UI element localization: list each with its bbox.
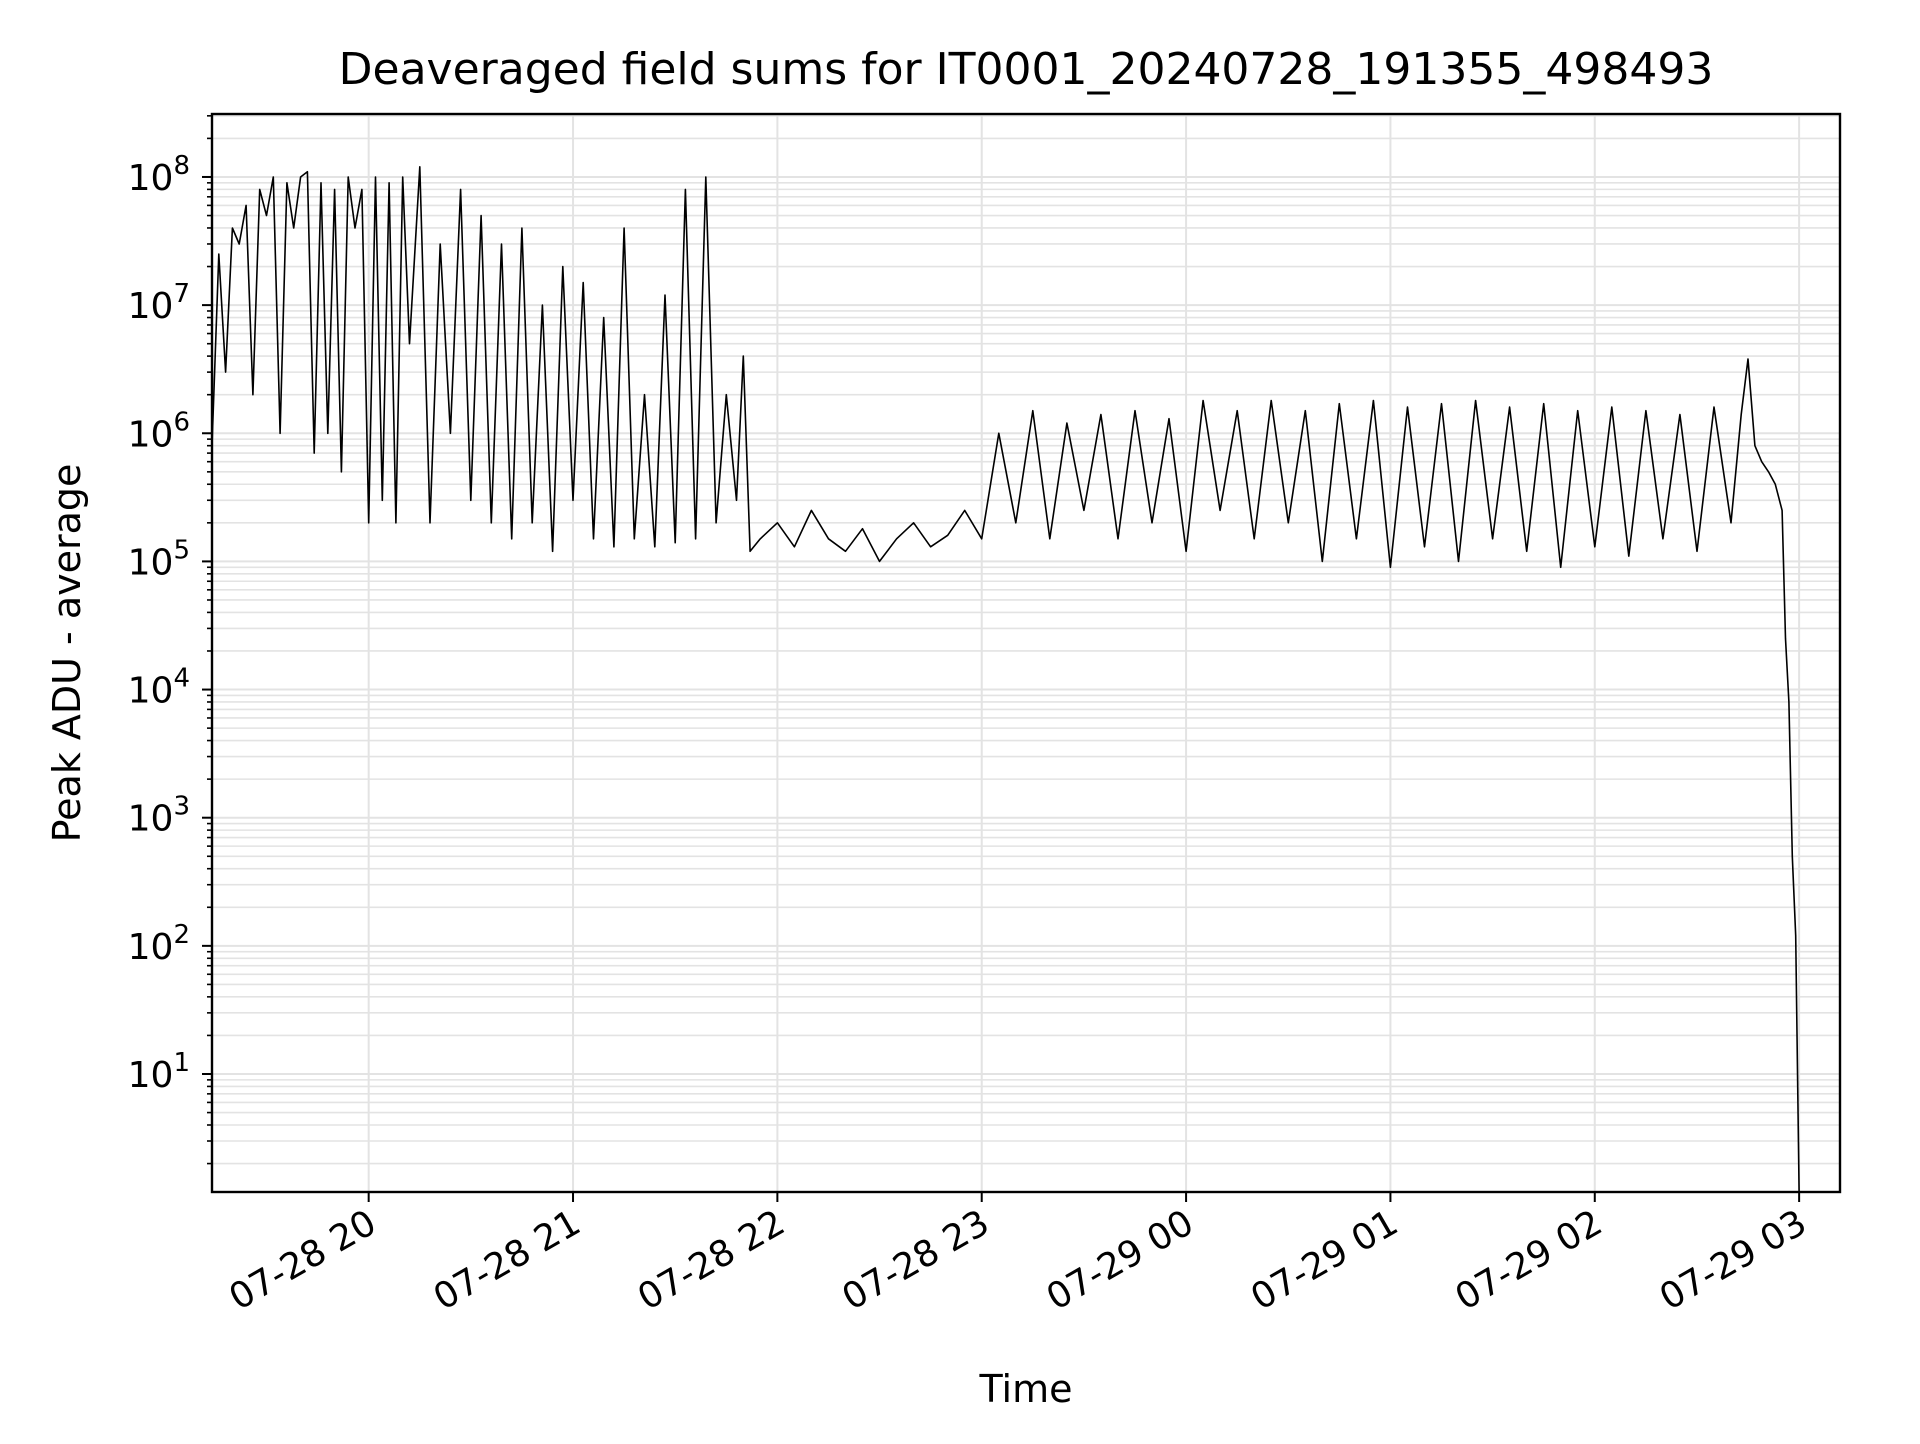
y-tick-label: 103	[128, 792, 190, 840]
grid-lines	[212, 114, 1840, 1192]
y-tick-label: 101	[128, 1048, 190, 1096]
y-tick-label: 106	[128, 407, 190, 455]
y-tick-label: 105	[128, 535, 190, 583]
y-tick-label: 102	[128, 920, 190, 968]
y-tick-label: 108	[128, 151, 190, 199]
plot-frame	[210, 112, 1842, 1194]
series-layer	[211, 166, 1800, 1193]
y-axis-label: Peak ADU - average	[45, 464, 89, 843]
y-tick-label: 107	[128, 279, 190, 327]
series-line	[211, 166, 1800, 1193]
x-axis-label: Time	[979, 1367, 1073, 1411]
chart-title: Deaveraged field sums for IT0001_2024072…	[339, 44, 1714, 95]
y-tick-label: 104	[128, 664, 190, 712]
y-axis-ticks: 101 102 103 104 105 106 107 108	[128, 115, 212, 1165]
